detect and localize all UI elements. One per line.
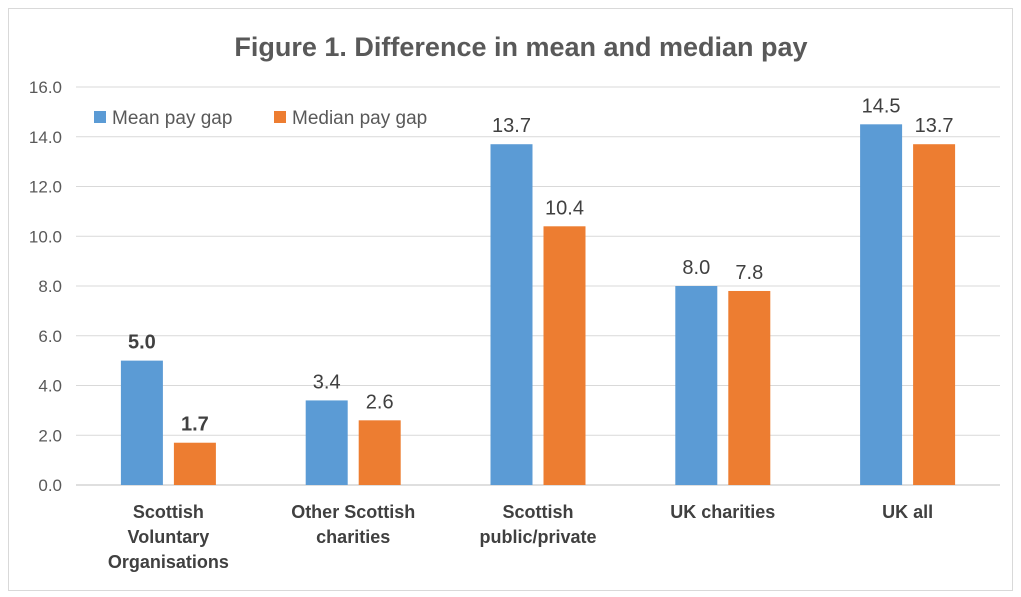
data-label: 14.5 [862,95,901,117]
y-tick-label: 12.0 [29,178,62,197]
y-tick-label: 8.0 [38,277,62,296]
data-label: 7.8 [735,262,763,284]
legend-swatch [274,111,286,123]
y-tick-label: 4.0 [38,377,62,396]
legend-label: Median pay gap [292,108,427,129]
y-axis-ticks: 0.0 2.0 4.0 6.0 8.0 10.0 12.0 14.0 16.0 [29,78,62,495]
category-label: UK charities [670,502,775,522]
category-label: Scottish [502,502,573,522]
data-label: 13.7 [915,115,954,137]
bar [728,290,771,485]
category-label: charities [316,527,390,547]
legend-swatch [94,111,106,123]
y-tick-label: 6.0 [38,327,62,346]
data-label: 2.6 [366,391,394,413]
x-axis-categories: Scottish Voluntary Organisations Other Scot… [108,502,933,572]
y-tick-label: 16.0 [29,78,62,97]
category-label: Organisations [108,552,229,572]
chart-title: Figure 1. Difference in mean and median … [234,32,807,62]
category-label: Scottish [133,502,204,522]
data-labels: 5.0 1.7 3.4 2.6 13.7 10.4 8.0 7.8 14.5 13.7 [128,95,954,435]
data-label: 8.0 [682,257,710,279]
bar [860,124,903,485]
legend: Mean pay gap Median pay gap [94,108,427,129]
grid-lines [76,86,1000,486]
y-tick-label: 14.0 [29,128,62,147]
y-tick-label: 2.0 [38,426,62,445]
data-label: 10.4 [545,197,584,219]
data-label: 5.0 [128,332,156,354]
legend-label: Mean pay gap [112,108,232,129]
bar [490,144,533,485]
bar [675,286,718,485]
bar [120,360,163,485]
bar [543,226,586,486]
category-label: UK all [882,502,933,522]
category-label: public/private [479,527,596,547]
bars [120,124,956,486]
bar [305,400,348,485]
data-label: 3.4 [313,371,341,393]
data-label: 1.7 [181,414,209,436]
y-tick-label: 10.0 [29,227,62,246]
bar [173,442,216,485]
bar [913,144,956,485]
y-tick-label: 0.0 [38,476,62,495]
category-label: Other Scottish [291,502,415,522]
data-label: 13.7 [492,115,531,137]
bar [358,420,401,485]
category-label: Voluntary [128,527,210,547]
